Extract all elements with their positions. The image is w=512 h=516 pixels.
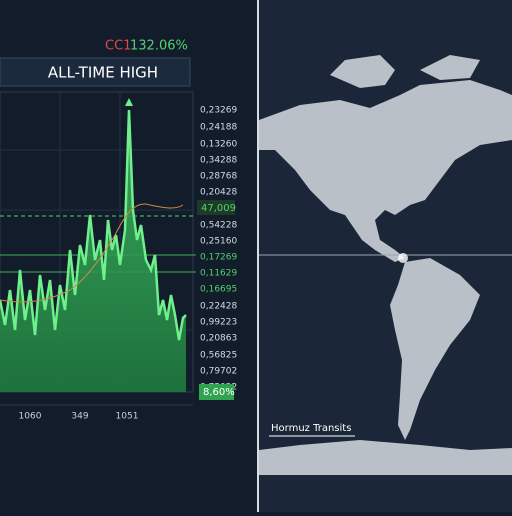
axis-label: 0,99223 — [200, 318, 237, 328]
map-label: Hormuz Transits — [271, 423, 351, 434]
x-label: 1060 — [19, 412, 42, 422]
map — [259, 55, 512, 475]
axis-labels: 0,23269 0,24188 0,13260 0,34288 0,28768 0,204… — [200, 106, 237, 393]
axis-label: 0,23269 — [200, 106, 237, 116]
x-label: 349 — [71, 412, 88, 422]
axis-label: 0,34288 — [200, 156, 237, 166]
axis-label: 0,22428 — [200, 302, 237, 312]
axis-label: 0,13260 — [200, 140, 237, 150]
axis-label: 0,16695 — [200, 285, 237, 295]
divider — [257, 0, 259, 512]
badge-prefix: CC1 — [105, 39, 131, 54]
price-tag: 47,009 — [201, 203, 236, 214]
axis-label: 0,28768 — [200, 172, 237, 182]
price-line-series — [0, 109, 187, 341]
bottom-badge: 8,60% — [203, 387, 235, 398]
x-labels: 1060 349 1051 — [19, 412, 139, 422]
glow-point — [398, 253, 408, 263]
moving-average — [0, 203, 184, 303]
title-box — [0, 57, 191, 87]
axis-label: 0,11629 — [200, 269, 237, 279]
axis-label: 0,54228 — [200, 221, 237, 231]
axis-label: 0,17269 — [200, 253, 237, 263]
badge-value: 132.06% — [130, 39, 188, 54]
price-tag-box — [197, 200, 235, 215]
axis-label: 0,20428 — [200, 188, 237, 198]
chart-title: ALL-TIME HIGH — [48, 64, 158, 82]
axis-label: 0,24188 — [200, 123, 237, 133]
axis-label: 0,56825 — [200, 351, 237, 361]
axis-label: 0,79702 — [200, 367, 237, 377]
axis-label: 0,25160 — [200, 237, 237, 247]
x-label: 1051 — [116, 412, 139, 422]
peak-arrow — [125, 98, 133, 106]
bottom-badge-box — [199, 384, 234, 400]
axis-label: 0,20863 — [200, 334, 237, 344]
